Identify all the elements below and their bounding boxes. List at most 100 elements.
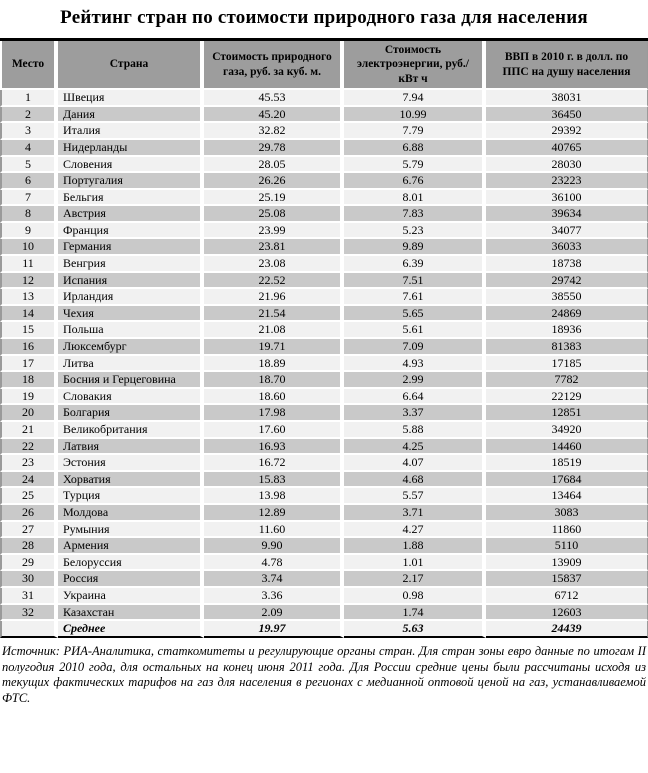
country-cell: Эстония	[58, 455, 204, 472]
gdp-cell: 23223	[486, 173, 648, 190]
gdp-cell: 18936	[486, 322, 648, 340]
rank-cell: 13	[0, 289, 58, 306]
gas-price-cell: 2.09	[204, 604, 344, 622]
table-row: 5 Словения 28.05 5.79 28030	[0, 156, 648, 174]
gdp-cell: 17684	[486, 471, 648, 489]
electricity-price-cell: 9.89	[344, 239, 486, 257]
rank-cell: 26	[0, 504, 58, 522]
electricity-price-cell: 6.88	[344, 139, 486, 157]
gas-price-cell: 45.53	[204, 90, 344, 107]
electricity-price-cell: 5.65	[344, 305, 486, 323]
gdp-cell: 38550	[486, 289, 648, 306]
gdp-cell: 24869	[486, 305, 648, 323]
electricity-price-cell: 5.61	[344, 322, 486, 340]
rank-cell: 18	[0, 372, 58, 389]
gas-price-table: Место Страна Стоимость природного газа, …	[0, 38, 648, 638]
electricity-price-cell: 7.51	[344, 272, 486, 290]
table-row: 7 Бельгия 25.19 8.01 36100	[0, 189, 648, 207]
country-cell: Болгария	[58, 405, 204, 422]
rank-cell: 8	[0, 206, 58, 223]
gas-price-cell: 13.98	[204, 488, 344, 505]
table-row: 4 Нидерланды 29.78 6.88 40765	[0, 139, 648, 157]
rank-cell: 17	[0, 355, 58, 373]
table-row: 8 Австрия 25.08 7.83 39634	[0, 206, 648, 223]
page: Рейтинг стран по стоимости природного га…	[0, 7, 648, 707]
summary-gdp-cell: 24439	[486, 621, 648, 638]
gdp-cell: 12851	[486, 405, 648, 422]
rank-cell: 4	[0, 139, 58, 157]
electricity-price-cell: 7.61	[344, 289, 486, 306]
country-cell: Люксембург	[58, 339, 204, 356]
table-row: 28 Армения 9.90 1.88 5110	[0, 538, 648, 555]
gas-price-cell: 9.90	[204, 538, 344, 555]
rank-cell: 7	[0, 189, 58, 207]
table-row: 18 Босния и Герцеговина 18.70 2.99 7782	[0, 372, 648, 389]
rank-cell: 32	[0, 604, 58, 622]
country-cell: Португалия	[58, 173, 204, 190]
electricity-price-cell: 4.68	[344, 471, 486, 489]
gas-price-cell: 23.08	[204, 256, 344, 273]
rank-cell: 22	[0, 438, 58, 456]
electricity-price-cell: 10.99	[344, 106, 486, 124]
summary-gas-cell: 19.97	[204, 621, 344, 638]
country-cell: Армения	[58, 538, 204, 555]
rank-cell: 25	[0, 488, 58, 505]
electricity-price-cell: 1.74	[344, 604, 486, 622]
table-row: 27 Румыния 11.60 4.27 11860	[0, 521, 648, 539]
electricity-price-cell: 2.17	[344, 571, 486, 588]
electricity-price-cell: 4.07	[344, 455, 486, 472]
summary-rank-cell	[0, 621, 58, 638]
country-cell: Испания	[58, 272, 204, 290]
rank-cell: 21	[0, 422, 58, 439]
gas-price-cell: 45.20	[204, 106, 344, 124]
table-row: 21 Великобритания 17.60 5.88 34920	[0, 422, 648, 439]
gas-price-cell: 21.54	[204, 305, 344, 323]
gas-price-cell: 16.93	[204, 438, 344, 456]
table-row: 3 Италия 32.82 7.79 29392	[0, 123, 648, 140]
rank-cell: 15	[0, 322, 58, 340]
table-row: 15 Польша 21.08 5.61 18936	[0, 322, 648, 340]
gas-price-cell: 3.74	[204, 571, 344, 588]
gdp-cell: 34077	[486, 222, 648, 240]
source-footnote: Источник: РИА-Аналитика, статкомитеты и …	[2, 643, 646, 706]
country-cell: Словения	[58, 156, 204, 174]
table-row: 31 Украина 3.36 0.98 6712	[0, 587, 648, 605]
gdp-cell: 34920	[486, 422, 648, 439]
table-row: 25 Турция 13.98 5.57 13464	[0, 488, 648, 505]
header-rank: Место	[0, 41, 58, 91]
rank-cell: 14	[0, 305, 58, 323]
page-title: Рейтинг стран по стоимости природного га…	[60, 7, 588, 28]
header-electricity-price: Стоимость электроэнергии, руб./ кВт ч	[344, 41, 486, 91]
table-body: 1 Швеция 45.53 7.94 38031 2 Дания 45.20 10.99 364…	[0, 90, 648, 622]
gdp-cell: 39634	[486, 206, 648, 223]
gdp-cell: 7782	[486, 372, 648, 389]
gdp-cell: 28030	[486, 156, 648, 174]
gas-price-cell: 26.26	[204, 173, 344, 190]
gdp-cell: 13909	[486, 554, 648, 572]
country-cell: Босния и Герцеговина	[58, 372, 204, 389]
gdp-cell: 17185	[486, 355, 648, 373]
gdp-cell: 36033	[486, 239, 648, 257]
rank-cell: 10	[0, 239, 58, 257]
gas-price-cell: 19.71	[204, 339, 344, 356]
gas-price-cell: 17.60	[204, 422, 344, 439]
rank-cell: 9	[0, 222, 58, 240]
gdp-cell: 13464	[486, 488, 648, 505]
country-cell: Австрия	[58, 206, 204, 223]
gas-price-cell: 15.83	[204, 471, 344, 489]
gdp-cell: 11860	[486, 521, 648, 539]
rank-cell: 24	[0, 471, 58, 489]
rank-cell: 20	[0, 405, 58, 422]
rank-cell: 5	[0, 156, 58, 174]
gdp-cell: 15837	[486, 571, 648, 588]
gas-price-cell: 12.89	[204, 504, 344, 522]
electricity-price-cell: 4.25	[344, 438, 486, 456]
electricity-price-cell: 5.23	[344, 222, 486, 240]
gdp-cell: 5110	[486, 538, 648, 555]
gas-price-cell: 18.89	[204, 355, 344, 373]
gdp-cell: 18519	[486, 455, 648, 472]
gas-price-cell: 28.05	[204, 156, 344, 174]
country-cell: Украина	[58, 587, 204, 605]
electricity-price-cell: 3.37	[344, 405, 486, 422]
rank-cell: 27	[0, 521, 58, 539]
